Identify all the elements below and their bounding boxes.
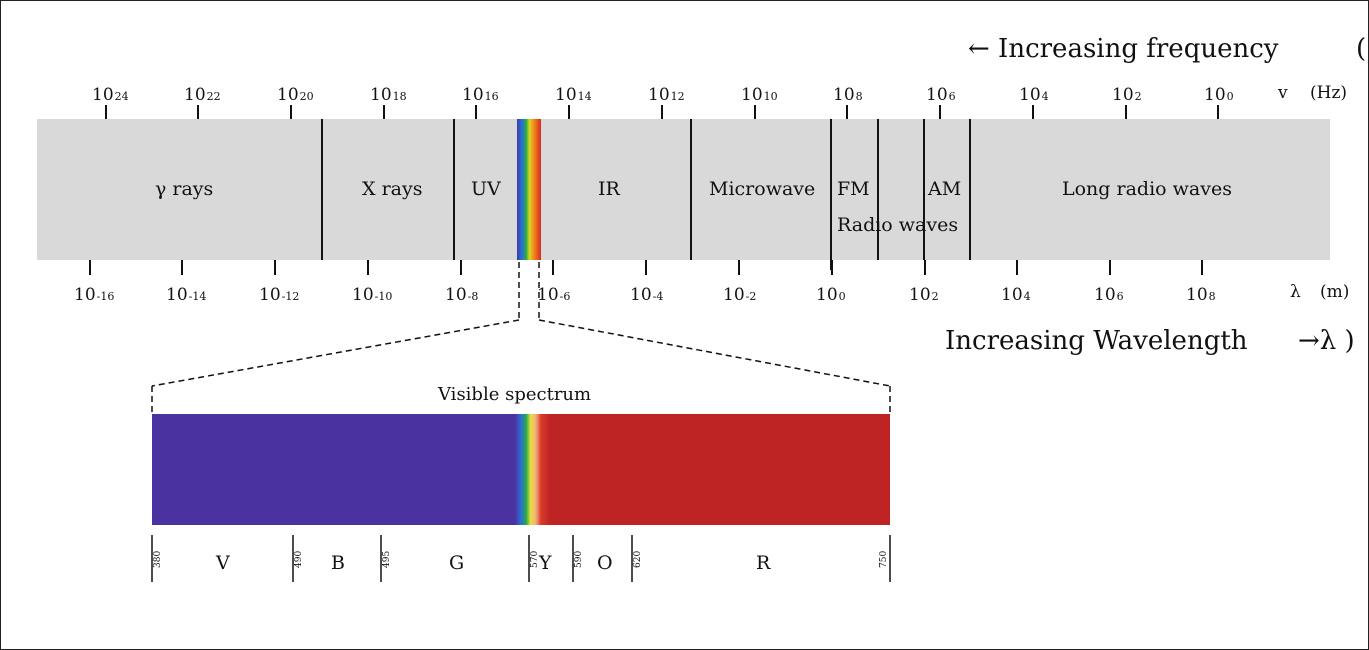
frequency-tick-label: 1016	[462, 85, 499, 105]
band-am: AM	[927, 178, 961, 200]
band-ir: IR	[598, 178, 621, 200]
frequency-tick-exponent: 22	[207, 90, 221, 103]
frequency-title-tail: (	[1356, 34, 1366, 64]
visible-spectrum-bar	[152, 414, 890, 525]
wavelength-tick-label: 10-2	[723, 285, 756, 305]
wavelength-tick-exponent: -10	[375, 290, 393, 303]
frequency-tick-exponent: 4	[1042, 90, 1049, 103]
frequency-tick-exponent: 8	[856, 90, 863, 103]
frequency-tick-exponent: 2	[1135, 90, 1142, 103]
wavelength-tick-exponent: 2	[932, 290, 939, 303]
frequency-tick-label: 108	[833, 85, 863, 105]
visible-axis: 380 490 495 570 590 620 750 V B G Y O R	[151, 535, 891, 582]
frequency-tick-exponent: 20	[300, 90, 314, 103]
wavelength-tick-label: 10-4	[630, 285, 663, 305]
wavelength-tick-label: 106	[1094, 285, 1124, 305]
frequency-tick-exponent: 14	[578, 90, 592, 103]
frequency-tick-label: 1012	[648, 85, 685, 105]
visible-boundary-nm: 490	[294, 551, 304, 568]
band-fm: FM	[837, 178, 870, 200]
frequency-tick-label: 100	[1204, 85, 1234, 105]
visible-color-label: G	[449, 552, 464, 574]
wavelength-tick-exponent: -4	[653, 290, 664, 303]
frequency-tick-label: 1022	[184, 85, 221, 105]
frequency-tick-exponent: 6	[949, 90, 956, 103]
band-long-radio-waves: Long radio waves	[1062, 178, 1232, 200]
visible-boundary-nm: 750	[879, 551, 889, 568]
visible-color-label: R	[756, 552, 771, 574]
band-uv: UV	[471, 178, 501, 200]
frequency-axis: 1024 1022 1020 1018 1016 1014 1012 1010 108 106 10…	[92, 85, 1234, 119]
spectrum-band	[37, 119, 1330, 260]
visible-boundary-nm: 495	[382, 551, 392, 568]
zoom-lines	[151, 262, 891, 414]
frequency-tick-label: 1024	[92, 85, 129, 105]
visible-boundary-nm: 570	[530, 551, 540, 568]
wavelength-tick-label: 10-8	[445, 285, 478, 305]
frequency-tick-label: 102	[1112, 85, 1142, 105]
band-radio-waves: Radio waves	[837, 214, 958, 236]
wavelength-tick-label: 10-12	[259, 285, 299, 305]
frequency-tick-exponent: 12	[671, 90, 685, 103]
frequency-title: ← Increasing frequency	[968, 34, 1279, 64]
wavelength-unit-symbol: λ	[1290, 282, 1301, 302]
frequency-tick-label: 1018	[370, 85, 407, 105]
band-gamma-rays: γ rays	[155, 178, 213, 200]
wavelength-tick-exponent: 8	[1209, 290, 1216, 303]
wavelength-tick-label: 10-14	[166, 285, 206, 305]
frequency-tick-exponent: 24	[115, 90, 129, 103]
visible-boundary-nm: 620	[633, 551, 643, 568]
wavelength-tick-exponent: -16	[97, 290, 115, 303]
band-microwave: Microwave	[709, 178, 815, 200]
band-x-rays: X rays	[362, 178, 422, 200]
visible-color-label: Y	[538, 552, 552, 574]
wavelength-tick-label: 104	[1001, 285, 1031, 305]
visible-color-label: B	[331, 552, 345, 574]
wavelength-tick-exponent: -6	[560, 290, 571, 303]
wavelength-tick-exponent: 4	[1024, 290, 1031, 303]
frequency-unit-symbol: v	[1277, 83, 1288, 103]
wavelength-title-tail: →λ )	[1298, 326, 1355, 356]
frequency-tick-exponent: 0	[1227, 90, 1234, 103]
frequency-tick-exponent: 10	[764, 90, 778, 103]
frequency-tick-label: 1020	[277, 85, 314, 105]
wavelength-tick-exponent: -2	[746, 290, 757, 303]
wavelength-tick-label: 100	[816, 285, 846, 305]
wavelength-tick-exponent: 0	[839, 290, 846, 303]
frequency-tick-label: 1014	[555, 85, 592, 105]
wavelength-title: Increasing Wavelength	[945, 326, 1248, 356]
band-dividers	[321, 119, 971, 270]
frequency-tick-exponent: 16	[485, 90, 499, 103]
frequency-tick-label: 104	[1019, 85, 1049, 105]
wavelength-tick-label: 10-16	[74, 285, 114, 305]
wavelength-tick-label: 102	[909, 285, 939, 305]
frequency-tick-exponent: 18	[393, 90, 407, 103]
wavelength-tick-label: 10-6	[537, 285, 570, 305]
wavelength-tick-exponent: -14	[189, 290, 207, 303]
wavelength-tick-exponent: -8	[468, 290, 479, 303]
visible-strip	[517, 119, 541, 260]
wavelength-tick-label: 108	[1186, 285, 1216, 305]
wavelength-tick-label: 10-10	[352, 285, 392, 305]
visible-boundary-nm: 590	[574, 551, 584, 568]
wavelength-tick-exponent: 6	[1117, 290, 1124, 303]
wavelength-tick-exponent: -12	[282, 290, 300, 303]
frequency-tick-label: 1010	[741, 85, 778, 105]
frequency-unit: (Hz)	[1310, 83, 1347, 103]
wavelength-axis: 10-16 10-14 10-12 10-10 10-8 10-6 10-4 10-2 100 1…	[74, 260, 1216, 305]
visible-spectrum-title: Visible spectrum	[437, 384, 591, 405]
wavelength-unit: (m)	[1320, 282, 1349, 302]
visible-color-label: V	[215, 552, 230, 574]
visible-color-label: O	[597, 552, 613, 574]
visible-boundary-nm: 380	[153, 551, 163, 568]
frequency-tick-label: 106	[926, 85, 956, 105]
